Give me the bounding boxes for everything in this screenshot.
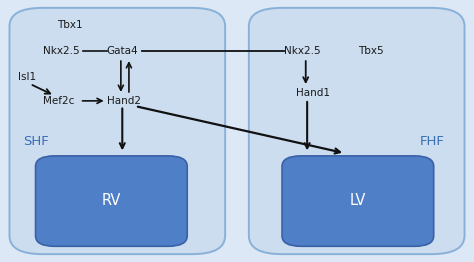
FancyBboxPatch shape (36, 156, 187, 246)
FancyBboxPatch shape (282, 156, 434, 246)
Text: FHF: FHF (419, 135, 444, 148)
Text: Hand2: Hand2 (107, 96, 141, 106)
FancyBboxPatch shape (249, 8, 465, 254)
Text: Nkx2.5: Nkx2.5 (43, 46, 79, 56)
Text: Tbx1: Tbx1 (57, 20, 82, 30)
Text: Hand1: Hand1 (296, 88, 330, 98)
Text: Gata4: Gata4 (107, 46, 138, 56)
Text: Tbx5: Tbx5 (358, 46, 383, 56)
FancyBboxPatch shape (9, 8, 225, 254)
Text: SHF: SHF (23, 135, 48, 148)
Text: Isl1: Isl1 (18, 72, 36, 82)
Text: Nkx2.5: Nkx2.5 (284, 46, 321, 56)
Text: RV: RV (102, 193, 121, 208)
Text: LV: LV (350, 193, 366, 208)
Text: Mef2c: Mef2c (43, 96, 74, 106)
